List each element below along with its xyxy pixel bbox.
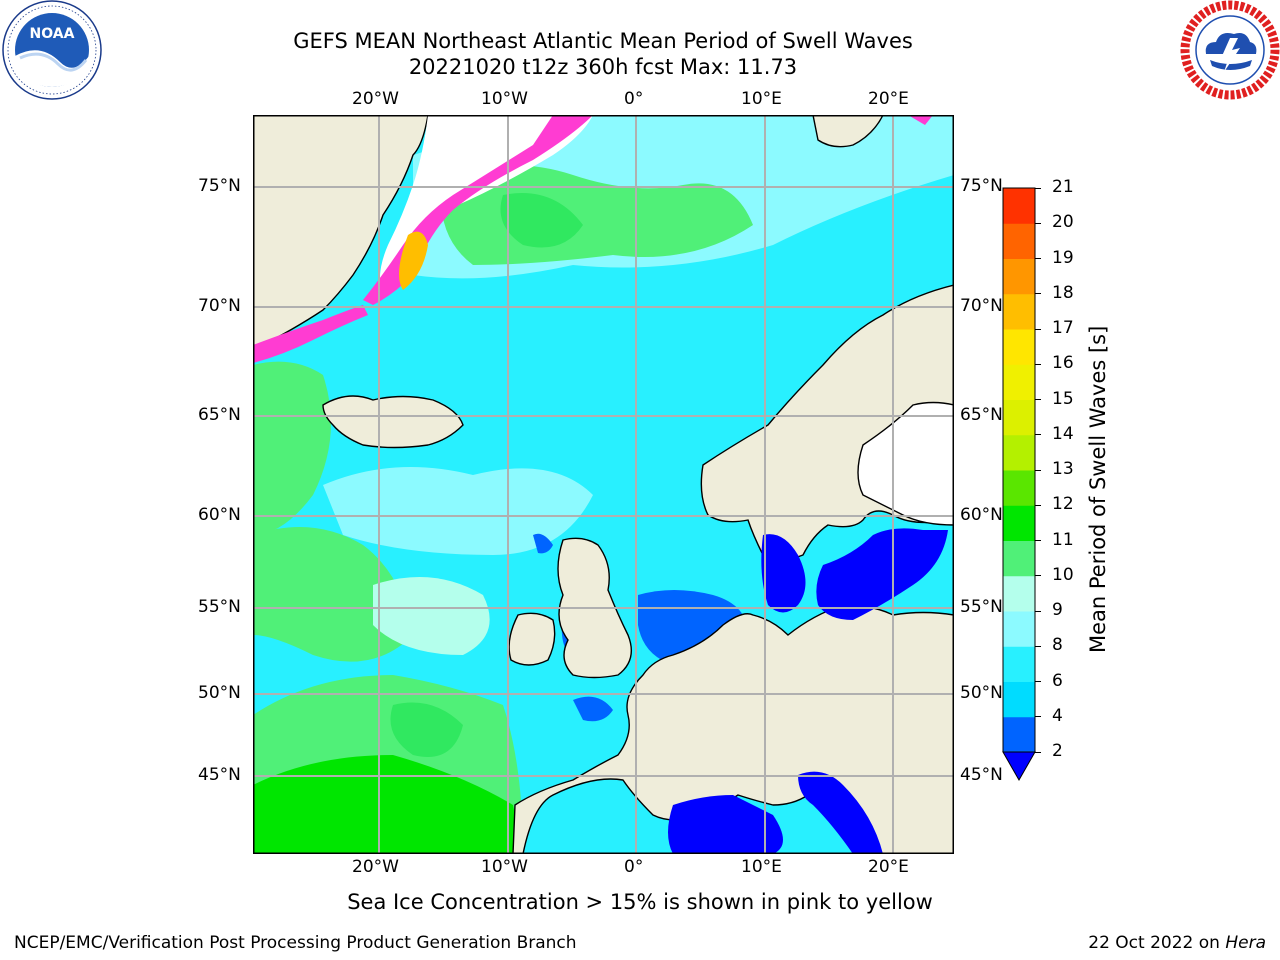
colorbar-tick-label: 16 xyxy=(1052,353,1074,374)
colorbar-tick-label: 15 xyxy=(1052,388,1074,409)
colorbar-segment xyxy=(1003,188,1035,224)
colorbar-segment xyxy=(1003,540,1035,577)
colorbar-tick-label: 17 xyxy=(1052,318,1074,338)
ireland xyxy=(508,612,556,666)
colorbar-tick-label: 2 xyxy=(1052,741,1063,761)
map-frame xyxy=(253,115,954,854)
lon-label-bottom: 10°E xyxy=(741,857,782,877)
lat-label-left: 70°N xyxy=(198,296,241,316)
lon-label-top: 20°W xyxy=(352,89,399,109)
lon-label-bottom: 0° xyxy=(624,857,644,877)
colorbar-segment xyxy=(1003,434,1035,471)
lat-label-right: 70°N xyxy=(960,296,1003,316)
colorbar-segment xyxy=(1003,364,1035,400)
colorbar-tick-label: 8 xyxy=(1052,635,1063,656)
colorbar-tick-label: 4 xyxy=(1052,705,1063,726)
colorbar-tick-label: 9 xyxy=(1052,600,1063,620)
colorbar-tick-label: 14 xyxy=(1052,423,1074,444)
colorbar xyxy=(1002,187,1036,782)
colorbar-segment xyxy=(1003,575,1035,612)
nws-logo xyxy=(1180,0,1280,100)
lat-label-left: 75°N xyxy=(198,176,241,196)
colorbar-tick-label: 21 xyxy=(1052,177,1074,197)
colorbar-tick-mark xyxy=(1035,716,1041,718)
lat-label-right: 75°N xyxy=(960,176,1003,196)
colorbar-tick-mark xyxy=(1035,399,1041,400)
colorbar-segment xyxy=(1003,329,1035,365)
colorbar-tick-mark xyxy=(1035,751,1041,753)
colorbar-tick-mark xyxy=(1035,222,1041,224)
chart-title: GEFS MEAN Northeast Atlantic Mean Period… xyxy=(293,29,913,53)
colorbar-tick-label: 20 xyxy=(1052,212,1074,233)
lat-lon-grid xyxy=(253,115,954,854)
colorbar-tick-label: 6 xyxy=(1052,670,1063,691)
greenland xyxy=(253,115,429,351)
colorbar-segment xyxy=(1003,681,1035,718)
lon-label-bottom: 20°E xyxy=(868,857,909,877)
colorbar-segment xyxy=(1003,258,1035,295)
colorbar-tick-mark xyxy=(1035,681,1041,682)
footer-date: 22 Oct 2022 on Hera xyxy=(1088,933,1266,953)
gulf-of-bothnia xyxy=(857,401,954,526)
colorbar-under-arrow xyxy=(1002,751,1036,782)
noaa-logo: NOAA xyxy=(2,0,102,100)
colorbar-tick-label: 19 xyxy=(1052,247,1074,268)
lat-label-left: 45°N xyxy=(198,765,241,785)
lon-label-top: 10°W xyxy=(481,89,528,109)
lon-label-top: 0° xyxy=(624,89,644,109)
colorbar-tick-mark xyxy=(1035,540,1041,541)
lat-label-left: 50°N xyxy=(198,683,241,703)
lon-label-bottom: 20°W xyxy=(352,857,399,877)
colorbar-tick-mark xyxy=(1035,293,1041,295)
colorbar-tick-mark xyxy=(1035,504,1041,506)
colorbar-tick-label: 11 xyxy=(1052,529,1074,550)
chart-subtitle: 20221020 t12z 360h fcst Max: 11.73 xyxy=(408,55,798,79)
svalbard xyxy=(812,115,884,148)
colorbar-tick-label: 12 xyxy=(1052,494,1074,515)
lat-label-right: 45°N xyxy=(960,765,1003,785)
enclosed-seas xyxy=(668,528,948,854)
colorbar-segment xyxy=(1003,716,1035,753)
lon-label-top: 20°E xyxy=(868,89,909,109)
lat-label-left: 60°N xyxy=(198,505,241,525)
lon-label-bottom: 10°W xyxy=(481,857,528,877)
lon-label-top: 10°E xyxy=(741,89,782,109)
footer-host: Hera xyxy=(1225,933,1266,953)
colorbar-segment xyxy=(1003,399,1035,436)
swell-period-field xyxy=(253,115,954,854)
colorbar-segment xyxy=(1003,470,1035,506)
colorbar-tick-label: 13 xyxy=(1052,459,1074,479)
colorbar-segment xyxy=(1003,223,1035,259)
lat-label-right: 50°N xyxy=(960,683,1003,703)
colorbar-tick-mark xyxy=(1035,363,1041,365)
lat-label-left: 55°N xyxy=(198,597,241,617)
sea-ice-note: Sea Ice Concentration > 15% is shown in … xyxy=(347,890,933,914)
colorbar-segment xyxy=(1003,293,1035,330)
sea-ice-band xyxy=(253,115,933,363)
colorbar-label: Mean Period of Swell Waves [s] xyxy=(1086,325,1110,653)
lat-label-right: 65°N xyxy=(960,405,1003,425)
colorbar-tick-label: 18 xyxy=(1052,282,1074,303)
colorbar-segment xyxy=(1003,505,1035,541)
colorbar-tick-mark xyxy=(1035,187,1041,189)
colorbar-tick-mark xyxy=(1035,610,1041,612)
map-panel xyxy=(253,115,954,854)
noaa-logo-text: NOAA xyxy=(30,26,75,42)
colorbar-segment xyxy=(1003,646,1035,682)
colorbar-tick-mark xyxy=(1035,645,1041,647)
colorbar-tick-mark xyxy=(1035,258,1041,259)
footer-date-text: 22 Oct 2022 on xyxy=(1088,933,1226,953)
colorbar-tick-mark xyxy=(1035,575,1041,577)
colorbar-tick-mark xyxy=(1035,434,1041,436)
lat-label-right: 55°N xyxy=(960,597,1003,617)
colorbar-tick-mark xyxy=(1035,328,1041,330)
footer-credit: NCEP/EMC/Verification Post Processing Pr… xyxy=(14,933,577,953)
colorbar-tick-mark xyxy=(1035,469,1041,471)
lat-label-left: 65°N xyxy=(198,405,241,425)
colorbar-tick-label: 10 xyxy=(1052,564,1074,585)
colorbar-segment xyxy=(1003,611,1035,647)
lat-label-right: 60°N xyxy=(960,505,1003,525)
